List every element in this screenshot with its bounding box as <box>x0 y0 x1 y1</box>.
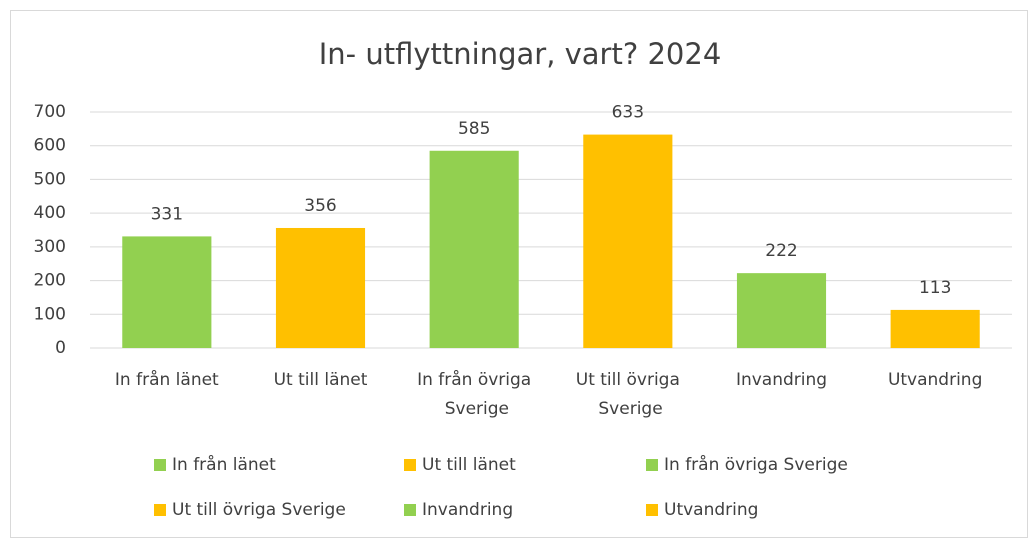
x-tick-label: In från övriga Sverige <box>417 369 531 419</box>
chart-title: In- utflyttningar, vart? 2024 <box>319 37 722 71</box>
y-tick-label: 100 <box>34 304 66 324</box>
x-tick-label: Ut till länet <box>274 370 368 390</box>
y-tick-label: 600 <box>34 136 66 156</box>
x-tick-label: Utvandring <box>888 370 982 390</box>
legend-swatch <box>646 459 658 471</box>
bar <box>122 236 212 348</box>
legend-swatch <box>154 459 166 471</box>
bar <box>890 309 980 348</box>
x-tick-label: In från länet <box>115 369 219 390</box>
legend-label: In från övriga Sverige <box>664 454 848 475</box>
bar <box>429 150 519 348</box>
x-tick-label: Invandring <box>736 370 827 390</box>
bar <box>583 134 673 348</box>
x-tick-line: In från övriga <box>417 369 531 390</box>
x-tick-line: Sverige <box>439 399 509 419</box>
legend-swatch <box>646 504 658 516</box>
legend-swatch <box>404 459 416 471</box>
x-tick-line: Ut till övriga <box>576 370 680 390</box>
legend-swatch <box>154 504 166 516</box>
y-tick-label: 200 <box>34 271 66 291</box>
x-tick-label: Ut till övriga Sverige <box>576 370 680 419</box>
legend-label: Utvandring <box>664 500 758 520</box>
legend-label: Ut till övriga Sverige <box>172 500 346 520</box>
y-tick-label: 700 <box>34 102 66 122</box>
legend-label: Ut till länet <box>422 455 516 475</box>
data-label: 222 <box>765 241 797 261</box>
legend-label: In från länet <box>172 454 276 475</box>
y-tick-label: 400 <box>34 203 66 223</box>
x-tick-line: Sverige <box>593 399 663 419</box>
bar <box>736 273 827 348</box>
legend-label: Invandring <box>422 500 513 520</box>
data-label: 633 <box>612 103 644 123</box>
bar <box>275 227 366 348</box>
y-tick-label: 300 <box>34 237 66 257</box>
y-tick-label: 500 <box>34 169 66 189</box>
data-label: 356 <box>304 196 336 216</box>
legend-swatch <box>404 504 416 516</box>
y-tick-label: 0 <box>55 338 66 358</box>
data-label: 113 <box>919 278 951 298</box>
data-label: 585 <box>458 119 490 139</box>
data-label: 331 <box>151 204 183 224</box>
